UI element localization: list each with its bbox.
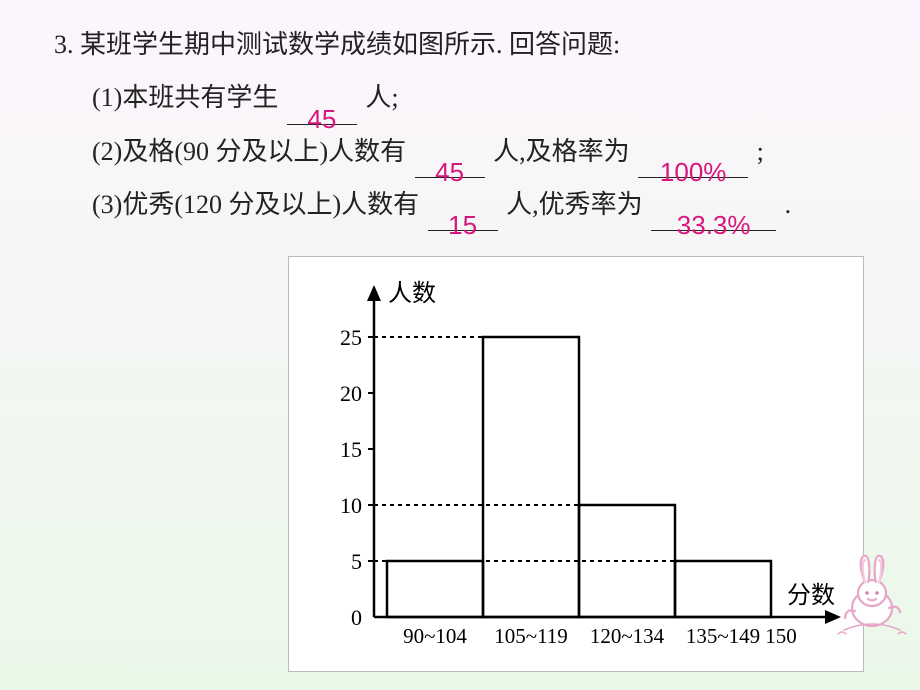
svg-text:135~149: 135~149 <box>686 624 760 648</box>
svg-text:0: 0 <box>351 605 362 630</box>
q2-blank1: 45 <box>415 144 485 178</box>
q2-text-c: ; <box>757 137 764 166</box>
q3-text-b: 人,优秀率为 <box>506 190 643 219</box>
q3-blank2: 33.3% <box>651 197 776 231</box>
svg-text:90~104: 90~104 <box>403 624 467 648</box>
svg-text:20: 20 <box>340 381 362 406</box>
problem-stem: 某班学生期中测试数学成绩如图所示. 回答问题: <box>80 30 620 59</box>
svg-text:15: 15 <box>340 437 362 462</box>
svg-text:5: 5 <box>351 549 362 574</box>
q3-blank1: 15 <box>428 197 498 231</box>
svg-text:25: 25 <box>340 325 362 350</box>
q1-text-a: (1)本班共有学生 <box>92 83 278 112</box>
q1-text-b: 人; <box>365 83 398 112</box>
bunny-icon <box>832 548 912 638</box>
q2-text-b: 人,及格率为 <box>493 137 630 166</box>
histogram-chart: 人数分数 0 5 10 15 20 25 90~104 105~119 120~134 135~14… <box>288 256 864 672</box>
chart-svg: 人数分数 0 5 10 15 20 25 90~104 105~119 120~134 135~14… <box>289 257 865 673</box>
svg-text:105~119: 105~119 <box>494 624 568 648</box>
q2-text-a: (2)及格(90 分及以上)人数有 <box>92 137 406 166</box>
q3-text-a: (3)优秀(120 分及以上)人数有 <box>92 190 419 219</box>
svg-text:120~134: 120~134 <box>590 624 665 648</box>
svg-text:人数: 人数 <box>388 280 436 307</box>
problem-number: 3. <box>54 30 74 59</box>
q3-text-c: . <box>785 190 792 219</box>
svg-text:150: 150 <box>765 624 797 648</box>
svg-text:10: 10 <box>340 493 362 518</box>
q2-blank2: 100% <box>638 144 748 178</box>
svg-text:分数: 分数 <box>787 582 835 609</box>
q1-blank: 45 <box>287 91 357 125</box>
